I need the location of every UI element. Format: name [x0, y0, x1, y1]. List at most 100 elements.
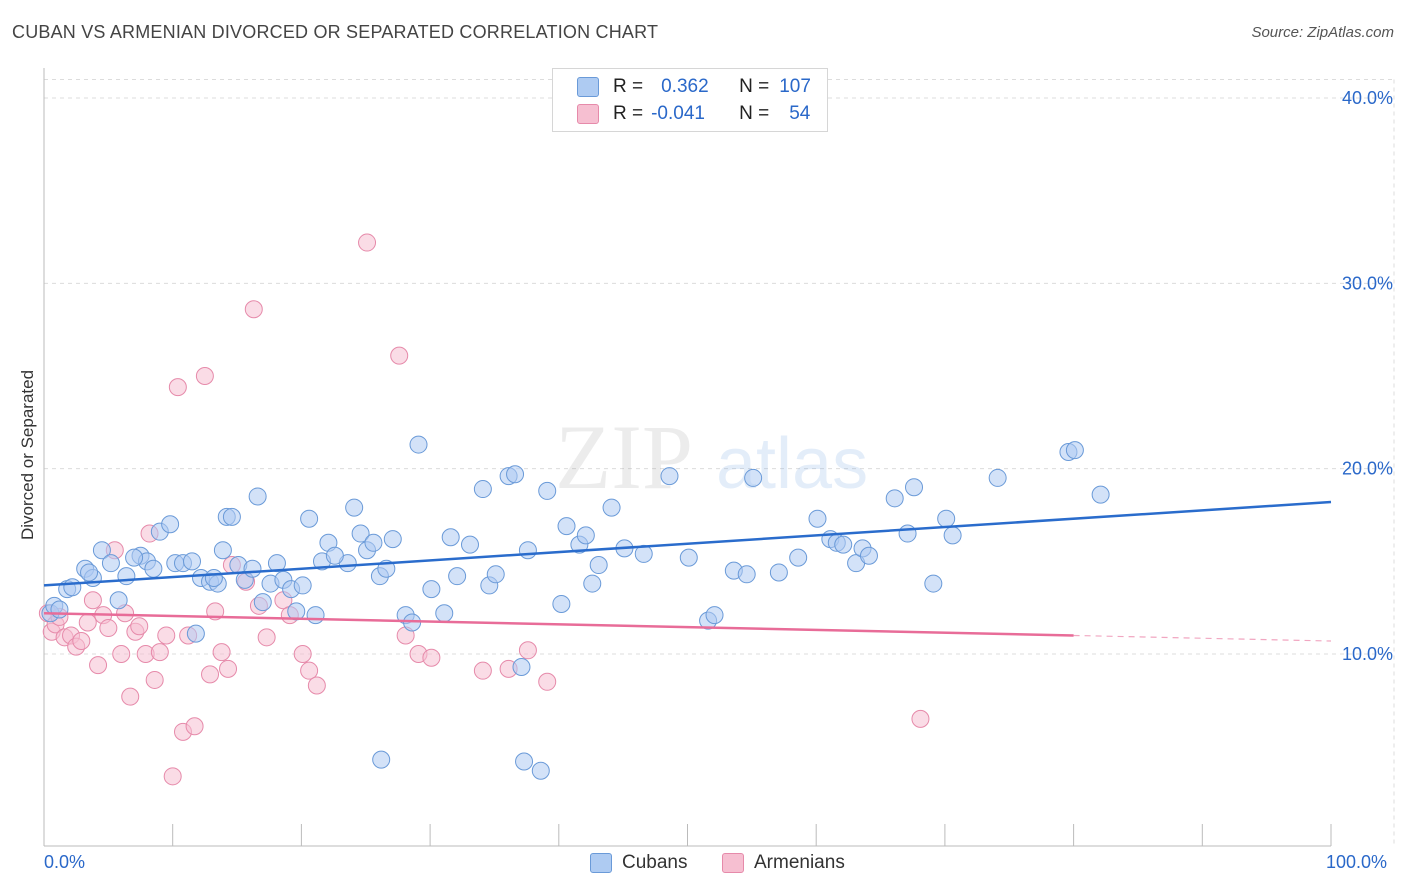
- armenian-point: [78, 613, 97, 632]
- cuban-point: [345, 498, 364, 517]
- cubans-r-label: R =: [613, 76, 644, 97]
- cuban-point: [161, 515, 180, 534]
- cubans-n-value: 107: [779, 76, 811, 97]
- armenian-points: [38, 233, 930, 786]
- armenian-point: [422, 648, 441, 667]
- armenian-point: [212, 643, 231, 662]
- cuban-point: [364, 533, 383, 552]
- source-label: Source: ZipAtlas.com: [1251, 24, 1394, 41]
- cuban-point: [306, 606, 325, 625]
- cuban-point: [705, 606, 724, 625]
- armenian-point: [99, 619, 118, 638]
- armenian-point: [150, 643, 169, 662]
- cuban-point: [300, 509, 319, 528]
- armenian-point: [72, 632, 91, 651]
- legend-cubans-swatch: [590, 853, 612, 873]
- y-tick-label: 40.0%: [1342, 88, 1393, 108]
- cubans-n-label: N =: [739, 76, 770, 97]
- cubans-r-value: 0.362: [661, 76, 709, 97]
- armenians-n-label: N =: [739, 103, 770, 124]
- armenian-point: [307, 676, 326, 695]
- cuban-point: [80, 563, 99, 582]
- armenian-point: [390, 346, 409, 365]
- cuban-point: [204, 569, 223, 588]
- watermark-zip: ZIP: [555, 406, 693, 508]
- armenian-point: [201, 665, 220, 684]
- cuban-point: [660, 467, 679, 486]
- y-tick-label: 20.0%: [1342, 459, 1393, 479]
- cuban-point: [473, 480, 492, 499]
- cuban-point: [183, 552, 202, 571]
- cuban-point: [538, 481, 557, 500]
- cuban-point: [253, 593, 272, 612]
- armenians-n-value: 54: [789, 103, 811, 124]
- cuban-point: [518, 541, 537, 560]
- armenians-r-value: -0.041: [651, 103, 705, 124]
- cuban-point: [460, 535, 479, 554]
- legend-item-armenians[interactable]: Armenians: [722, 852, 845, 874]
- armenian-point: [911, 709, 930, 728]
- x-tick-max: 100.0%: [1326, 852, 1388, 872]
- cuban-point: [552, 594, 571, 613]
- cuban-point: [293, 576, 312, 595]
- cuban-point: [589, 556, 608, 575]
- cuban-point: [486, 565, 505, 584]
- armenian-point: [89, 656, 108, 675]
- armenian-point: [157, 626, 176, 645]
- cuban-point: [409, 435, 428, 454]
- axes: [43, 68, 1332, 847]
- cuban-point: [859, 546, 878, 565]
- cuban-point: [769, 563, 788, 582]
- cuban-point: [186, 624, 205, 643]
- armenian-point: [163, 767, 182, 786]
- cubans-trend-line: [43, 500, 1332, 587]
- cuban-point: [744, 468, 763, 487]
- cuban-point: [905, 478, 924, 497]
- armenian-point: [195, 367, 214, 385]
- cuban-point: [808, 509, 827, 528]
- cuban-point: [885, 489, 904, 508]
- cuban-point: [512, 657, 531, 676]
- armenians-swatch: [577, 104, 599, 124]
- cuban-point: [737, 565, 756, 584]
- legend-item-cubans[interactable]: Cubans: [590, 852, 688, 874]
- series-legend: Cubans Armenians: [0, 852, 1406, 878]
- chart-title: CUBAN VS ARMENIAN DIVORCED OR SEPARATED …: [12, 22, 659, 42]
- cuban-point: [92, 541, 111, 560]
- watermark: ZIP atlas: [555, 406, 868, 508]
- cuban-point: [435, 604, 454, 623]
- cuban-point: [325, 546, 344, 565]
- legend-armenians-label: Armenians: [754, 852, 845, 873]
- cuban-point: [679, 548, 698, 567]
- cuban-point: [422, 580, 441, 599]
- cuban-point: [789, 548, 808, 567]
- armenian-point: [300, 661, 319, 680]
- cuban-point: [125, 548, 144, 567]
- armenian-point: [358, 233, 377, 252]
- cuban-point: [351, 524, 370, 543]
- armenian-point: [219, 659, 238, 678]
- cuban-point: [109, 591, 128, 610]
- cuban-point: [576, 526, 595, 545]
- y-tick-label: 30.0%: [1342, 273, 1393, 293]
- armenian-point: [518, 641, 537, 660]
- trend-lines: [43, 500, 1332, 642]
- legend-row-armenians: R = -0.041 N = 54: [577, 102, 810, 126]
- cuban-point: [1091, 485, 1110, 504]
- cuban-point: [924, 574, 943, 593]
- armenians-trend-line: [43, 611, 1074, 637]
- cuban-point: [583, 574, 602, 593]
- cuban-point: [222, 507, 241, 526]
- armenian-point: [145, 670, 164, 689]
- x-tick-min: 0.0%: [44, 852, 86, 872]
- cuban-point: [267, 554, 286, 573]
- armenian-point: [257, 628, 276, 647]
- cuban-point: [898, 524, 917, 543]
- legend-cubans-label: Cubans: [622, 852, 688, 873]
- cuban-point: [101, 554, 120, 573]
- cuban-point: [531, 761, 550, 780]
- cuban-point: [602, 498, 621, 517]
- cuban-point: [383, 530, 402, 549]
- cuban-point: [834, 535, 853, 554]
